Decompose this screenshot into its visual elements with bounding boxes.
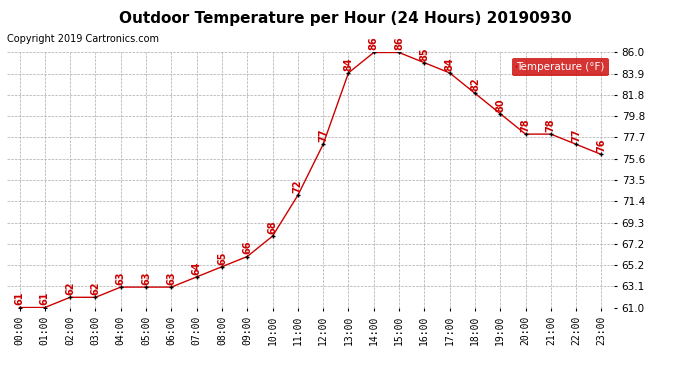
Text: 68: 68 bbox=[268, 220, 277, 234]
Text: 61: 61 bbox=[14, 292, 25, 306]
Text: 66: 66 bbox=[242, 241, 253, 255]
Text: 84: 84 bbox=[444, 57, 455, 71]
Point bbox=[241, 254, 253, 260]
Text: 77: 77 bbox=[318, 129, 328, 142]
Text: 62: 62 bbox=[90, 282, 101, 295]
Text: 65: 65 bbox=[217, 251, 227, 265]
Text: Outdoor Temperature per Hour (24 Hours) 20190930: Outdoor Temperature per Hour (24 Hours) … bbox=[119, 11, 571, 26]
Text: 77: 77 bbox=[571, 129, 581, 142]
Text: 63: 63 bbox=[141, 272, 151, 285]
Point bbox=[571, 141, 582, 147]
Point bbox=[166, 284, 177, 290]
Text: 86: 86 bbox=[394, 37, 404, 51]
Text: 85: 85 bbox=[420, 47, 429, 61]
Point bbox=[141, 284, 152, 290]
Point bbox=[267, 233, 278, 239]
Point bbox=[191, 274, 202, 280]
Point bbox=[65, 294, 76, 300]
Text: 86: 86 bbox=[368, 37, 379, 51]
Point bbox=[545, 131, 556, 137]
Point bbox=[343, 70, 354, 76]
Text: 64: 64 bbox=[192, 261, 201, 275]
Text: 80: 80 bbox=[495, 98, 505, 112]
Point bbox=[39, 304, 50, 310]
Text: 63: 63 bbox=[166, 272, 177, 285]
Text: 84: 84 bbox=[344, 57, 353, 71]
Point bbox=[293, 192, 304, 198]
Text: 72: 72 bbox=[293, 180, 303, 193]
Text: 76: 76 bbox=[596, 139, 607, 153]
Text: 78: 78 bbox=[546, 118, 556, 132]
Point bbox=[444, 70, 455, 76]
Point bbox=[520, 131, 531, 137]
Point bbox=[393, 50, 404, 55]
Point bbox=[14, 304, 25, 310]
Point bbox=[90, 294, 101, 300]
Text: Copyright 2019 Cartronics.com: Copyright 2019 Cartronics.com bbox=[7, 34, 159, 44]
Point bbox=[115, 284, 126, 290]
Text: 78: 78 bbox=[520, 118, 531, 132]
Point bbox=[217, 264, 228, 270]
Point bbox=[419, 60, 430, 66]
Point bbox=[596, 152, 607, 157]
Point bbox=[469, 90, 480, 96]
Legend: Temperature (°F): Temperature (°F) bbox=[512, 58, 609, 76]
Text: 61: 61 bbox=[40, 292, 50, 306]
Text: 62: 62 bbox=[65, 282, 75, 295]
Point bbox=[495, 111, 506, 117]
Text: 82: 82 bbox=[470, 78, 480, 91]
Point bbox=[368, 50, 380, 55]
Point bbox=[317, 141, 328, 147]
Text: 63: 63 bbox=[116, 272, 126, 285]
